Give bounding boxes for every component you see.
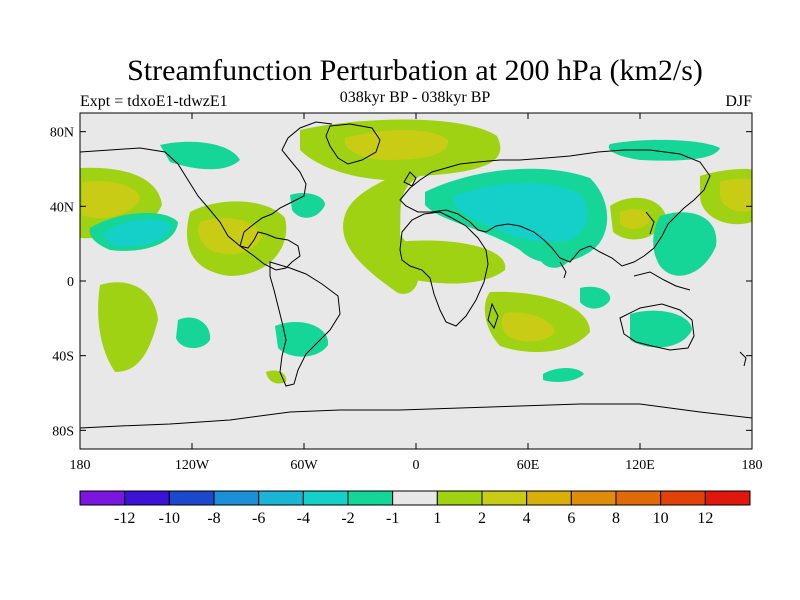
colorbar-label: 10: [653, 510, 669, 527]
experiment-label: Expt = tdxoE1-tdwzE1: [80, 93, 228, 110]
colorbar: -12 -10 -8 -6 -4 -2 -1 1 2 4 6 8 10 12: [79, 490, 751, 527]
coast-africa: [399, 211, 489, 327]
lat-tick-label: 0: [67, 275, 74, 290]
lon-tick-label: 120E: [625, 458, 655, 473]
chart-title: Streamfunction Perturbation at 200 hPa (…: [127, 54, 703, 87]
colorbar-label: 6: [567, 510, 575, 527]
colorbar-label: -10: [159, 510, 180, 527]
colorbar-swatch: [615, 490, 662, 506]
lat-tick-label: 80N: [50, 126, 74, 141]
colorbar-label: 4: [523, 510, 531, 527]
colorbar-swatch: [258, 490, 304, 506]
season-label: DJF: [725, 93, 752, 110]
colorbar-swatch: [124, 490, 170, 506]
coast-maritime-continent: [633, 271, 691, 291]
coast-south-america: [269, 261, 341, 387]
lat-tick-label: 80S: [52, 424, 74, 439]
colorbar-swatch: [168, 490, 215, 506]
colorbar-label: 1: [433, 510, 441, 527]
lat-tick-label: 40N: [50, 200, 74, 215]
coast-sri-lanka: [559, 261, 567, 279]
colorbar-label: -6: [252, 510, 265, 527]
lon-tick-label: 0: [413, 458, 420, 473]
period-label: 038kyr BP - 038kyr BP: [340, 89, 491, 106]
colorbar-swatch: [704, 490, 751, 506]
colorbar-swatch: [570, 490, 617, 506]
colorbar-label: -1: [386, 510, 399, 527]
colorbar-swatch: [526, 490, 572, 506]
colorbar-label: -12: [114, 510, 135, 527]
colorbar-label: 2: [478, 510, 486, 527]
colorbar-label: -4: [297, 510, 310, 527]
contour-negative-2: [102, 182, 588, 247]
contour-fill-layer: [80, 119, 752, 384]
coast-australia: [619, 303, 695, 351]
colorbar-swatch: [213, 490, 260, 506]
colorbar-swatch: [302, 490, 349, 506]
colorbar-swatch: [347, 490, 394, 506]
lon-tick-label: 60W: [290, 458, 318, 473]
lon-tick-label: 60E: [517, 458, 540, 473]
coast-antarctica: [80, 403, 752, 429]
colorbar-swatch: [660, 490, 706, 506]
coast-japan: [645, 211, 655, 235]
colorbar-swatch: [79, 490, 126, 506]
colorbar-label: 8: [612, 510, 620, 527]
colorbar-swatch: [392, 490, 438, 506]
colorbar-swatch: [436, 490, 483, 506]
coast-new-zealand: [739, 351, 747, 367]
axis-ticks: 80N 40N 0 40S 80S 180 120W 60W 0 60E 120E 180: [50, 113, 763, 473]
colorbar-label: -2: [341, 510, 354, 527]
colorbar-swatch: [481, 490, 528, 506]
contour-positive-2: [82, 130, 752, 342]
lon-tick-label: 180: [742, 458, 763, 473]
coast-north-america: [80, 121, 333, 271]
lon-tick-label: 120W: [175, 458, 210, 473]
lat-tick-label: 40S: [52, 350, 74, 365]
coastlines: [80, 121, 752, 429]
coast-madagascar: [487, 302, 499, 330]
map-panel: 80N 40N 0 40S 80S 180 120W 60W 0 60E 120E 180: [50, 112, 763, 473]
coast-eurasia: [399, 149, 711, 267]
lon-tick-label: 180: [70, 458, 91, 473]
coast-greenland: [325, 123, 381, 165]
colorbar-label: -8: [207, 510, 220, 527]
coast-british-isles: [403, 171, 417, 187]
colorbar-label: 12: [697, 510, 713, 527]
